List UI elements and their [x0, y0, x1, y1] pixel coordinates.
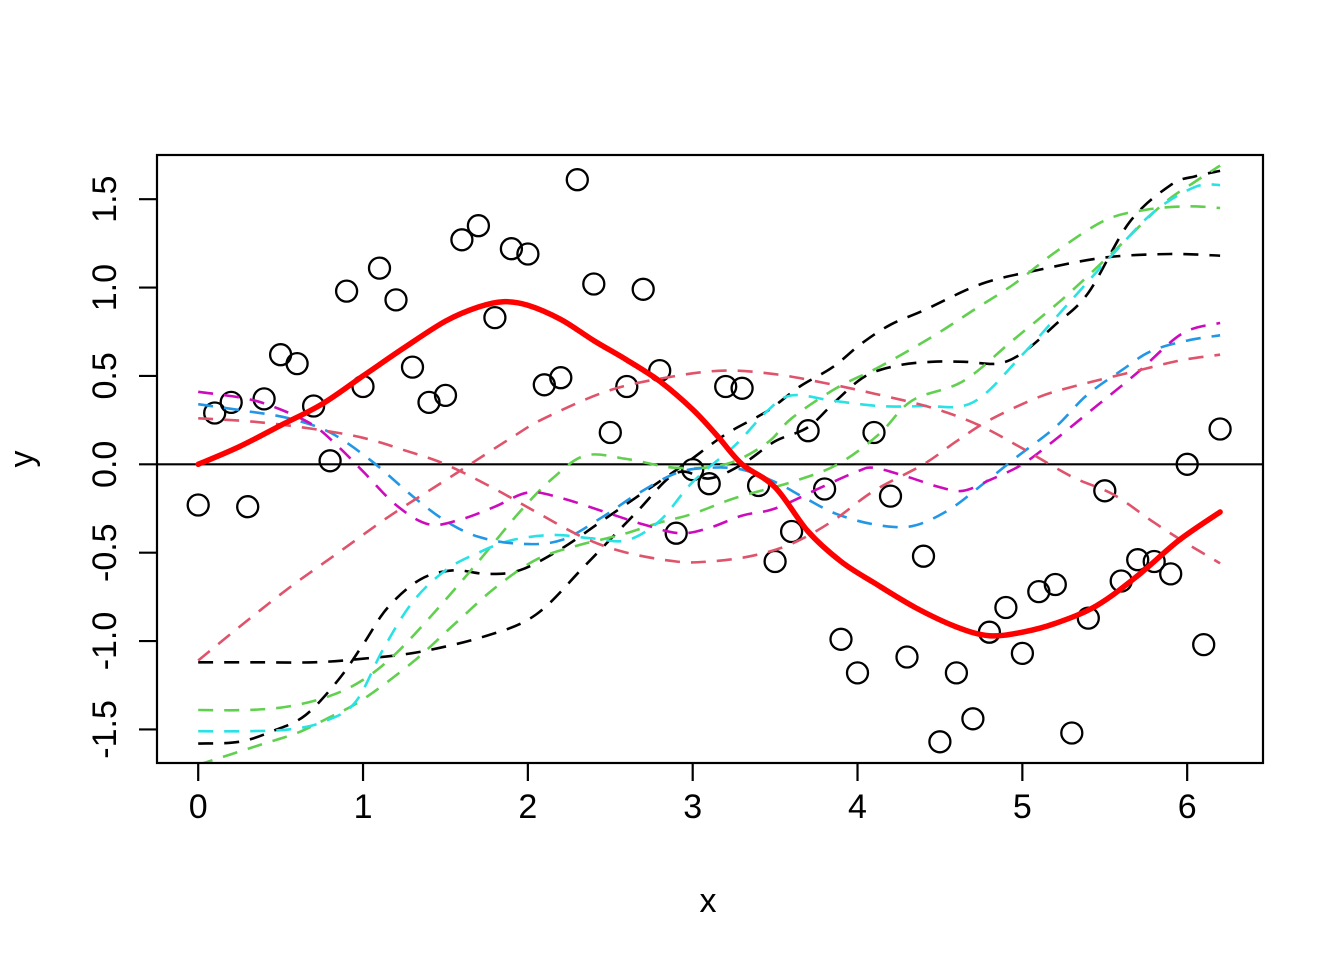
mean-curve [195, 298, 1223, 639]
scatter-point [615, 374, 639, 399]
y-axis-label: y [3, 451, 41, 468]
scatter-point [466, 214, 491, 238]
scatter-point [1126, 548, 1150, 572]
y-tick-label: -1.0 [86, 612, 124, 671]
scatter-point [285, 351, 309, 376]
scatter-point [516, 242, 540, 266]
scatter-point [944, 661, 969, 685]
scatter-point [697, 472, 721, 496]
scatter-point [631, 277, 655, 301]
x-tick-label: 5 [1013, 788, 1032, 826]
scatter-point [499, 237, 524, 261]
x-tick-label: 1 [354, 788, 373, 826]
scatter-point [219, 390, 243, 415]
sample-cyan-curve [198, 183, 1221, 733]
scatter-point [911, 544, 936, 568]
x-tick-label: 6 [1178, 788, 1197, 826]
scatter-point [186, 493, 210, 517]
scatter-point [845, 661, 870, 685]
scatter-point [895, 645, 919, 669]
scatter-point [812, 477, 837, 501]
scatter-point [796, 419, 820, 443]
scatter-point [203, 401, 227, 425]
sample-blue-curve [198, 334, 1221, 546]
y-tick-label: 1.5 [86, 176, 124, 223]
x-tick-label: 4 [848, 788, 867, 826]
scatter-point [236, 495, 260, 519]
scatter-point [450, 228, 474, 252]
scatter-point [598, 420, 622, 445]
scatter-point [763, 549, 787, 574]
scatter-point [928, 730, 952, 754]
scatter-point [400, 355, 425, 379]
scatter-point [730, 376, 754, 400]
sample-crimson-2-curve [197, 369, 1221, 662]
scatter-point [318, 449, 342, 473]
scatter-point [878, 484, 903, 508]
scatter-point [1192, 632, 1216, 657]
sample-magenta-curve [198, 321, 1221, 535]
scatter-point [779, 519, 804, 544]
y-tick-label: 1.0 [86, 264, 124, 311]
scatter-point [549, 366, 573, 390]
scatter-point [862, 420, 886, 445]
scatter-point [483, 305, 507, 330]
scatter-point [1093, 479, 1117, 503]
scatter-point [417, 390, 441, 415]
scatter-point [532, 373, 556, 397]
x-axis-label: x [700, 882, 717, 920]
scatter-point [1010, 641, 1035, 666]
sample-crimson-1-curve [198, 353, 1221, 564]
scatter-point [714, 374, 738, 399]
scatter-point [961, 707, 985, 731]
sample-black-1-curve [198, 169, 1221, 664]
y-tick-label: -0.5 [86, 523, 124, 582]
scatter-point [582, 272, 606, 296]
plot-area: 0 1 2 3 4 5 6 -1.5 -1.0 -0.5 0.0 0.5 1.0 1.5 [86, 153, 1265, 826]
scatter-point [268, 343, 293, 367]
scatter-point [334, 279, 359, 303]
scatter-point [1142, 549, 1166, 574]
scatter-point [994, 595, 1018, 620]
scatter-point [252, 387, 276, 411]
scatter-point [384, 288, 408, 312]
scatter-point [1208, 417, 1232, 441]
scatter-point [565, 168, 589, 192]
scatter-point [1159, 562, 1183, 586]
sample-black-2-curve [198, 252, 1221, 745]
scatter-point [1060, 721, 1084, 745]
y-tick-label: 0.0 [86, 441, 124, 488]
plot-box [155, 153, 1265, 765]
x-tick-label: 0 [189, 788, 208, 826]
scatter-point [1043, 572, 1067, 597]
scatter-point [433, 383, 458, 408]
scatter-point [1175, 452, 1199, 476]
y-tick-label: -1.5 [86, 700, 124, 759]
x-tick-label: 3 [683, 788, 702, 826]
scatter-point [829, 627, 853, 651]
scatter-point [1027, 579, 1051, 604]
y-tick-label: 0.5 [86, 352, 124, 399]
x-tick-label: 2 [518, 788, 537, 826]
scatter-point [664, 521, 688, 545]
scatter-point [367, 256, 392, 280]
sample-green-2-curve [199, 164, 1221, 763]
